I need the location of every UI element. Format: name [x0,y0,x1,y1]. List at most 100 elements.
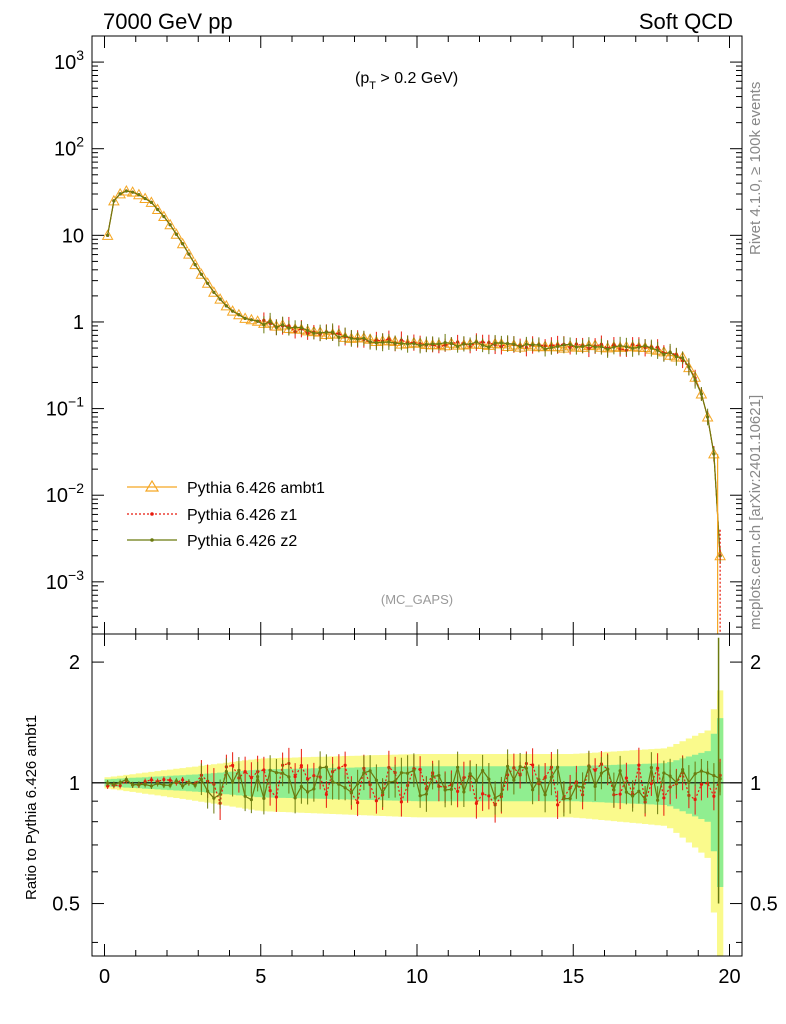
process-label: Soft QCD [639,9,733,34]
ratio-point-z1 [618,792,622,796]
ratio-point-z1 [487,794,491,798]
main-ytick-label: 103 [54,47,84,74]
point-z2 [231,309,235,313]
ratio-point-z1 [243,769,247,774]
series-line-ambt1 [107,190,721,556]
ratio-point-z2 [449,787,453,792]
ratio-point-z1 [162,777,166,782]
point-z2 [112,199,116,203]
point-z2 [193,262,197,267]
ratio-point-z2 [174,779,178,783]
ratio-point-z2 [312,787,316,791]
ratio-point-z2 [218,792,222,796]
main-x-axis [104,36,730,634]
point-z2 [156,207,160,212]
ratio-point-z2 [499,792,503,796]
point-ambt1 [120,184,133,196]
ratio-point-z2 [137,782,141,786]
ratio-point-z2 [693,772,697,776]
main-curves [101,184,726,634]
ratio-ytick-label: 1 [69,773,80,795]
ratio-point-z2 [493,796,497,800]
ratio-point-z1 [418,767,422,772]
ratio-point-z1 [531,763,535,767]
main-ytick-label: 102 [54,134,84,161]
main-ytick-label: 10−1 [46,394,84,421]
ratio-point-z2 [262,796,266,800]
ratio-panel: 0.5 0.5 1 1 2 2 0 5 10 15 20 [52,633,778,988]
point-z2 [174,232,178,236]
point-ambt1 [233,308,245,320]
ratio-point-z2 [699,769,703,773]
ratio-point-z2 [274,770,278,775]
point-ambt1 [208,286,220,297]
point-z2 [181,242,185,246]
ratio-point-z1 [306,777,310,781]
ratio-point-z2 [381,791,385,795]
ratio-point-z2 [243,794,247,798]
ratio-point-z1 [324,792,328,797]
ratio-point-z2 [412,768,416,772]
ratio-point-z1 [231,763,235,767]
legend: Pythia 6.426 ambt1 Pythia 6.426 z1 Pythi… [127,479,325,550]
ratio-point-z2 [393,779,397,783]
legend-entry-ambt1: Pythia 6.426 ambt1 [127,479,325,497]
ratio-point-z2 [318,766,322,770]
mcplots-label: mcplots.cern.ch [arXiv:2401.10621] [747,395,764,630]
ratio-point-z2 [106,781,110,785]
ratio-point-z1 [624,776,628,780]
ratio-point-z2 [549,775,553,779]
ratio-point-z2 [299,784,303,789]
point-ambt1 [108,194,120,206]
ratio-point-z1 [312,774,316,778]
ratio-point-z1 [712,794,716,798]
legend-label-z1: Pythia 6.426 z1 [187,507,297,524]
ratio-point-z2 [456,765,460,769]
ratio-point-z2 [543,793,547,797]
ratio-point-z2 [206,789,210,793]
ratio-point-z1 [693,797,697,802]
ratio-point-z2 [512,778,516,782]
ratio-point-z1 [343,763,347,767]
collision-label: 7000 GeV pp [103,9,233,34]
point-z2 [162,214,166,219]
ratio-point-z2 [362,771,366,775]
ratio-point-z2 [718,777,722,781]
point-z2 [224,304,228,308]
ratio-point-z2 [331,780,335,784]
ratio-point-z2 [556,765,560,769]
ratio-point-z1 [662,796,666,800]
point-ambt1 [239,312,251,323]
ratio-point-z1 [399,800,403,804]
ratio-point-z2 [706,771,710,775]
ratio-point-z2 [181,784,185,788]
ratio-xtick-label: 5 [255,966,266,988]
ratio-point-z1 [593,768,597,772]
ratio-point-z2 [168,783,172,787]
point-ambt1 [164,218,176,230]
legend-marker-z2 [150,538,154,542]
ratio-point-z2 [468,772,472,776]
ratio-xtick-label: 10 [406,966,428,988]
ratio-point-z1 [149,778,153,782]
ratio-point-z2 [112,782,116,787]
ratio-ytick-label-right: 1 [750,773,761,795]
legend-label-z2: Pythia 6.426 z2 [187,533,297,550]
ratio-point-z2 [293,796,297,800]
ratio-point-z1 [274,795,278,799]
ratio-point-z2 [437,773,441,778]
point-ambt1 [189,258,201,270]
ratio-point-z2 [631,794,635,798]
point-z2 [256,319,260,323]
ratio-point-z2 [199,777,203,781]
point-z2 [137,193,141,197]
ratio-point-z2 [656,798,660,802]
ratio-point-z2 [193,783,197,787]
ratio-point-z1 [456,789,460,793]
ratio-point-z1 [556,803,560,807]
ratio-point-z2 [624,790,628,794]
ratio-ytick-label-right: 0.5 [750,894,778,916]
ratio-point-z2 [268,768,272,772]
